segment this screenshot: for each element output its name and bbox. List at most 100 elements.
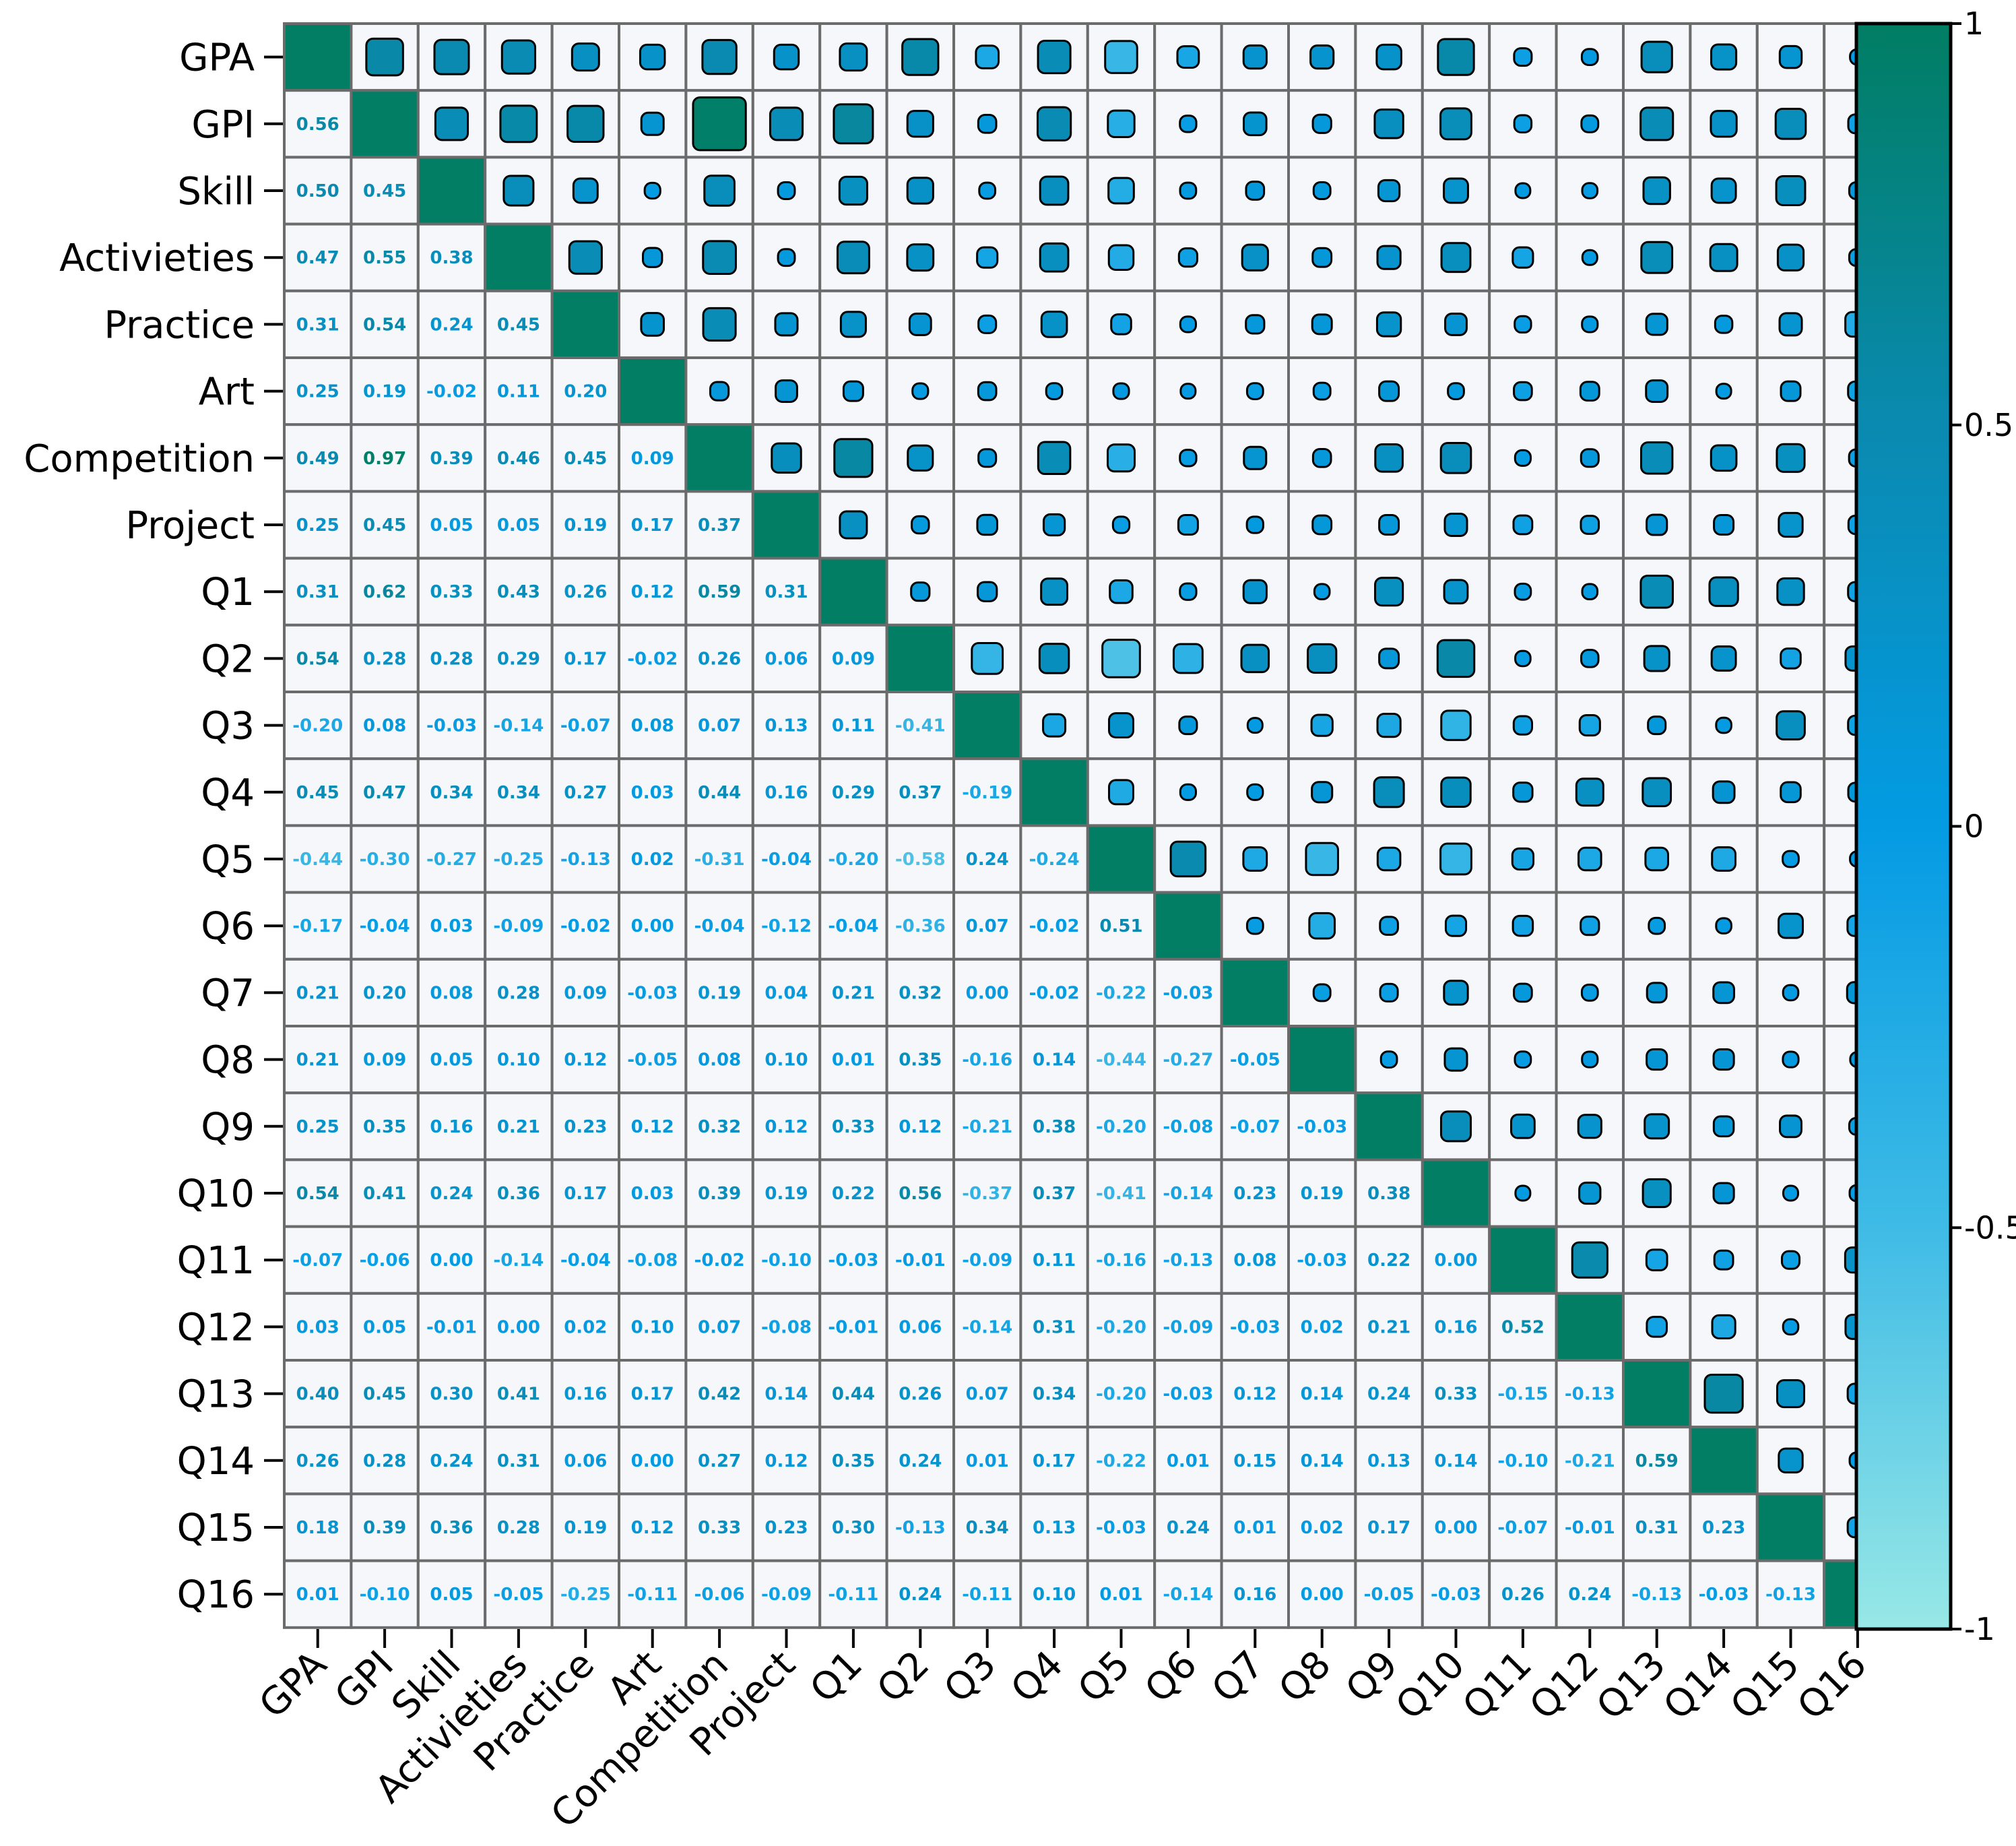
correlation-value-label: 0.28 [430,649,473,669]
column-label: Q2 [869,1643,938,1711]
diagonal-cell [1488,1225,1558,1295]
correlation-value-label: 0.26 [564,582,607,602]
correlation-marker [1511,246,1534,269]
row-label: Q9 [201,1106,255,1149]
matrix-cell [885,1158,955,1228]
correlation-marker [702,240,737,276]
correlation-marker [1375,43,1402,71]
correlation-value-label: -0.25 [493,850,544,870]
diagonal-cell [1019,757,1089,827]
correlation-value-label: 0.24 [1167,1518,1210,1538]
diagonal-cell [818,556,888,627]
matrix-cell [416,757,487,827]
matrix-cell [416,556,487,627]
diagonal-cell [1354,1091,1424,1161]
correlation-marker [977,113,998,134]
correlation-value-label: -0.04 [360,916,410,936]
correlation-marker [1640,441,1674,475]
correlation-value-label: 0.17 [631,515,674,536]
correlation-value-label: 0.03 [631,1184,674,1204]
correlation-value-label: 0.23 [765,1518,808,1538]
matrix-cell [818,1559,888,1629]
correlation-value-label: 0.62 [363,582,406,602]
matrix-cell [885,1426,955,1496]
matrix-cell [885,1091,955,1161]
correlation-marker [977,581,998,602]
correlation-marker [1042,513,1066,537]
correlation-marker [639,43,666,71]
correlation-marker [1379,1050,1398,1069]
correlation-value-label: 0.17 [1367,1518,1410,1538]
matrix-cell [416,1359,487,1429]
matrix-cell [416,1292,487,1362]
correlation-marker [1510,1113,1536,1139]
correlation-marker [1443,980,1469,1006]
correlation-marker [1580,448,1600,468]
correlation-value-label: -0.12 [761,916,812,936]
correlation-marker [769,106,804,141]
correlation-value-label: 0.23 [1233,1184,1276,1204]
correlation-value-label: -0.09 [761,1585,812,1605]
colorbar-tick-label: -0.5 [1964,1209,2016,1246]
correlation-marker [1038,643,1070,674]
correlation-marker [568,240,603,275]
correlation-marker [433,38,470,75]
matrix-cell [1287,1158,1357,1228]
correlation-marker [1443,579,1469,605]
correlation-value-label: 0.21 [296,983,339,1003]
correlation-marker [692,96,747,152]
correlation-value-label: 0.36 [430,1518,473,1538]
diagonal-cell [1086,824,1157,894]
correlation-value-label: -0.13 [1631,1585,1682,1605]
colorbar-tick-label: 1 [1964,5,1984,42]
row-label: Q16 [177,1573,255,1617]
column-label: Q5 [1070,1643,1138,1711]
correlation-marker [1580,515,1600,535]
correlation-marker [1780,781,1802,804]
correlation-marker [566,104,605,143]
diagonal-cell [618,356,688,426]
correlation-marker [1571,1241,1608,1279]
correlation-marker [1036,106,1072,141]
row-label: Q6 [201,905,255,949]
colorbar: 1 0.5 0 -0.5 -1 [1854,5,2016,1647]
correlation-value-label: 0.47 [363,783,406,803]
correlation-value-label: -0.41 [895,716,946,736]
correlation-marker [1581,1050,1599,1069]
correlation-marker [836,241,870,275]
correlation-marker [1713,1249,1734,1271]
row-label: Q10 [177,1172,255,1216]
correlation-marker [1245,916,1264,935]
diagonal-cell [885,623,955,693]
correlation-value-label: -0.10 [761,1250,812,1271]
correlation-marker [1440,709,1472,741]
correlation-marker [1373,776,1405,808]
correlation-value-label: -0.10 [1497,1451,1548,1471]
correlation-marker [907,444,934,472]
correlation-value-label: -0.44 [292,850,343,870]
correlation-marker [1708,576,1739,607]
correlation-value-label: 0.24 [430,315,473,335]
correlation-value-label: -0.21 [1565,1451,1615,1471]
row-label: Q3 [201,705,255,749]
row-label: Project [125,504,255,548]
matrix-cell [283,1492,353,1562]
matrix-cell [684,1426,754,1496]
correlation-value-label: -0.02 [426,382,477,402]
matrix-cell [818,1025,888,1095]
correlation-value-label: 0.20 [363,983,406,1003]
correlation-marker [1179,115,1198,133]
correlation-marker [1776,710,1806,740]
matrix-cell [818,1158,888,1228]
correlation-marker [1710,444,1738,472]
correlation-value-label: 0.26 [899,1384,942,1405]
column-label: GPA [251,1643,335,1727]
correlation-marker [1439,842,1472,876]
correlation-value-label: 0.19 [698,983,741,1003]
matrix-cell [283,1559,353,1629]
correlation-marker [1101,639,1141,678]
correlation-value-label: 0.01 [966,1451,1009,1471]
column-label: Q10 [1388,1643,1474,1729]
correlation-marker [1179,181,1198,200]
matrix-cell [618,957,688,1028]
